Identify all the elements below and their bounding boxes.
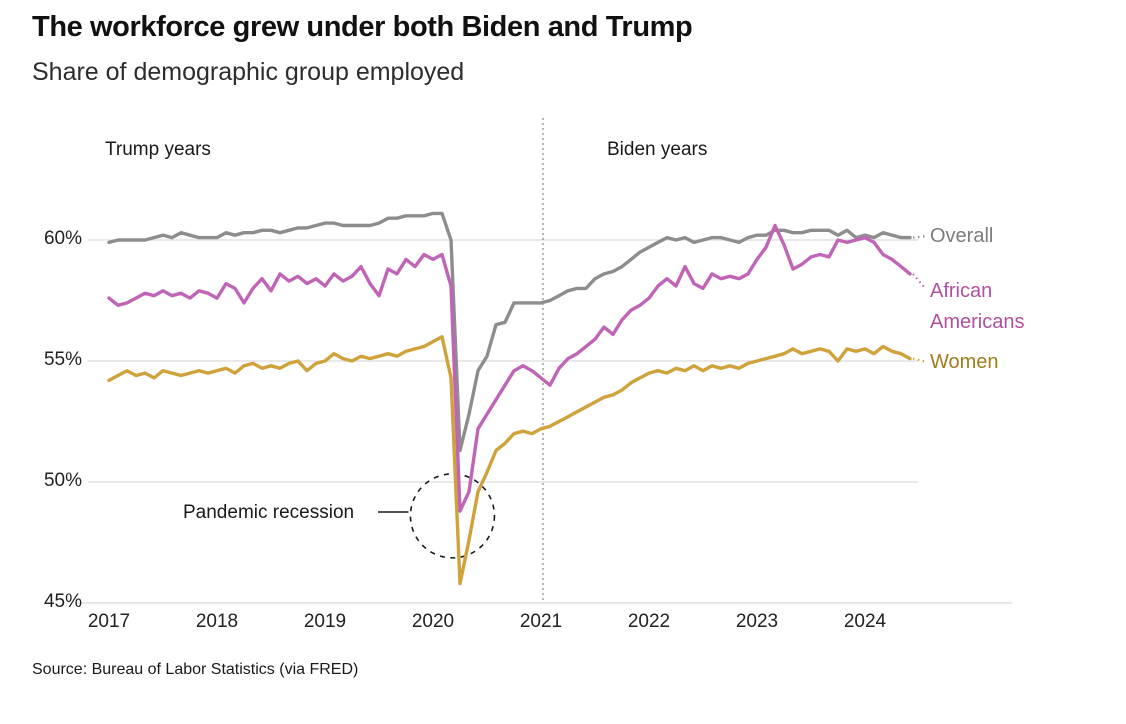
x-axis-tick-label: 2024 xyxy=(843,611,887,632)
y-axis-tick-label: 55% xyxy=(43,349,82,370)
x-axis-tick-label: 2019 xyxy=(303,611,347,632)
chart-title: The workforce grew under both Biden and … xyxy=(32,11,693,43)
recession-annotation-label: Pandemic recession xyxy=(183,502,355,523)
legend-label-overall: Overall xyxy=(930,225,994,247)
x-axis: 2017 2018 2019 2020 2021 2022 2023 2024 xyxy=(0,611,1126,641)
y-axis-tick-label: 45% xyxy=(43,591,82,612)
x-axis-tick-label: 2023 xyxy=(735,611,779,632)
x-axis-tick-label: 2017 xyxy=(87,611,131,632)
y-axis-tick-label: 60% xyxy=(43,228,82,249)
source-note: Source: Bureau of Labor Statistics (via … xyxy=(32,661,359,678)
x-axis-tick-label: 2020 xyxy=(411,611,455,632)
era-label-biden-years: Biden years xyxy=(607,139,708,160)
legend-label-african-americans: African Americans xyxy=(930,280,1025,333)
y-axis: 60% 55% 50% 45% xyxy=(30,0,82,724)
chart-subtitle: Share of demographic group employed xyxy=(32,58,465,86)
legend-label-women: Women xyxy=(930,351,999,373)
x-axis-tick-label: 2018 xyxy=(195,611,239,632)
x-axis-tick-label: 2022 xyxy=(627,611,671,632)
era-label-trump-years: Trump years xyxy=(105,139,211,160)
x-axis-tick-label: 2021 xyxy=(519,611,563,632)
y-axis-tick-label: 50% xyxy=(43,470,82,491)
